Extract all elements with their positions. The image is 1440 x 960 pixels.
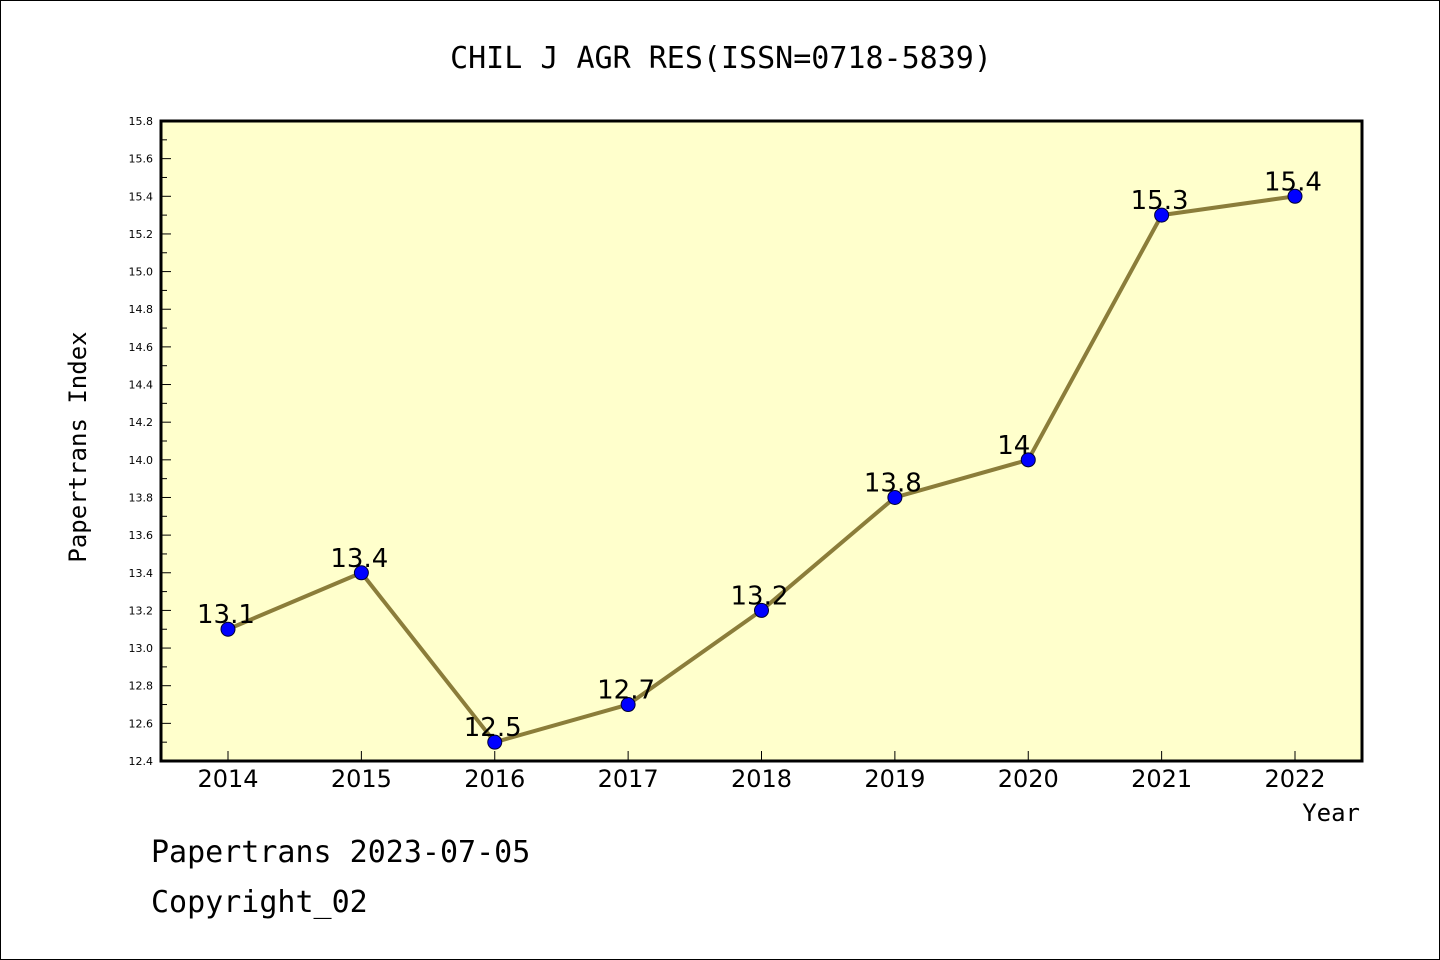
x-tick-label: 2018 bbox=[731, 765, 792, 793]
y-axis-label: Papertrans Index bbox=[64, 331, 92, 562]
data-point bbox=[887, 489, 903, 505]
chart-title: CHIL J AGR RES(ISSN=0718-5839) bbox=[450, 41, 992, 76]
data-label: 12.5 bbox=[464, 713, 522, 743]
data-label: 15.3 bbox=[1131, 186, 1189, 216]
data-point bbox=[487, 734, 503, 750]
y-tick-label: 12.6 bbox=[129, 717, 154, 730]
data-point bbox=[1287, 188, 1303, 204]
y-tick-label: 13.6 bbox=[129, 529, 154, 542]
data-label: 13.1 bbox=[197, 600, 255, 630]
y-tick-label: 15.2 bbox=[129, 228, 154, 241]
footer-date: Papertrans 2023-07-05 bbox=[151, 835, 531, 870]
x-axis-label: Year bbox=[1302, 799, 1360, 827]
x-tick-label: 2014 bbox=[197, 765, 258, 793]
y-tick-label: 14.6 bbox=[129, 341, 154, 354]
data-label: 15.4 bbox=[1264, 167, 1322, 197]
y-tick-label: 15.6 bbox=[129, 153, 154, 166]
y-tick-label: 12.4 bbox=[129, 755, 154, 768]
data-labels: 13.1 13.4 12.5 12.7 13.2 13.8 14 15.3 15.4 bbox=[197, 167, 1322, 743]
data-point bbox=[1154, 207, 1170, 223]
data-label: 14 bbox=[997, 431, 1030, 461]
y-tick-label: 13.8 bbox=[129, 491, 154, 504]
plot-area bbox=[161, 121, 1362, 761]
data-label: 13.4 bbox=[330, 544, 388, 574]
data-point bbox=[754, 602, 769, 618]
data-label: 13.2 bbox=[731, 581, 789, 611]
data-label: 12.7 bbox=[597, 676, 655, 706]
footer-copyright: Copyright_02 bbox=[151, 885, 368, 920]
y-tick-label: 14.2 bbox=[129, 416, 154, 429]
y-tick-label: 15.8 bbox=[129, 115, 154, 128]
data-label: 13.8 bbox=[864, 468, 922, 498]
y-tick-label: 13.2 bbox=[129, 604, 154, 617]
y-tick-label: 15.0 bbox=[129, 266, 154, 279]
x-tick-label: 2020 bbox=[998, 765, 1059, 793]
data-markers bbox=[220, 188, 1303, 750]
y-axis: 12.4 12.6 12.8 13.0 13.2 13.4 13.6 13.8 14.0 14.2… bbox=[129, 115, 171, 768]
x-tick-label: 2017 bbox=[598, 765, 659, 793]
x-tick-label: 2015 bbox=[331, 765, 392, 793]
x-tick-label: 2021 bbox=[1131, 765, 1192, 793]
data-point bbox=[220, 621, 236, 637]
data-point bbox=[1020, 452, 1036, 468]
x-axis: 2014 2015 2016 2017 2018 2019 2020 2021 2022 bbox=[197, 751, 1326, 793]
data-point bbox=[353, 565, 369, 581]
x-tick-label: 2016 bbox=[464, 765, 525, 793]
y-tick-label: 14.8 bbox=[129, 303, 154, 316]
y-tick-label: 14.4 bbox=[129, 379, 154, 392]
data-point bbox=[620, 697, 636, 713]
y-tick-label: 15.4 bbox=[129, 190, 154, 203]
y-tick-label: 12.8 bbox=[129, 680, 154, 693]
x-tick-label: 2019 bbox=[864, 765, 925, 793]
y-tick-label: 13.0 bbox=[129, 642, 154, 655]
plot-border bbox=[159, 119, 1364, 763]
y-tick-label: 13.4 bbox=[129, 567, 154, 580]
x-tick-label: 2022 bbox=[1264, 765, 1325, 793]
y-tick-label: 14.0 bbox=[129, 454, 154, 467]
